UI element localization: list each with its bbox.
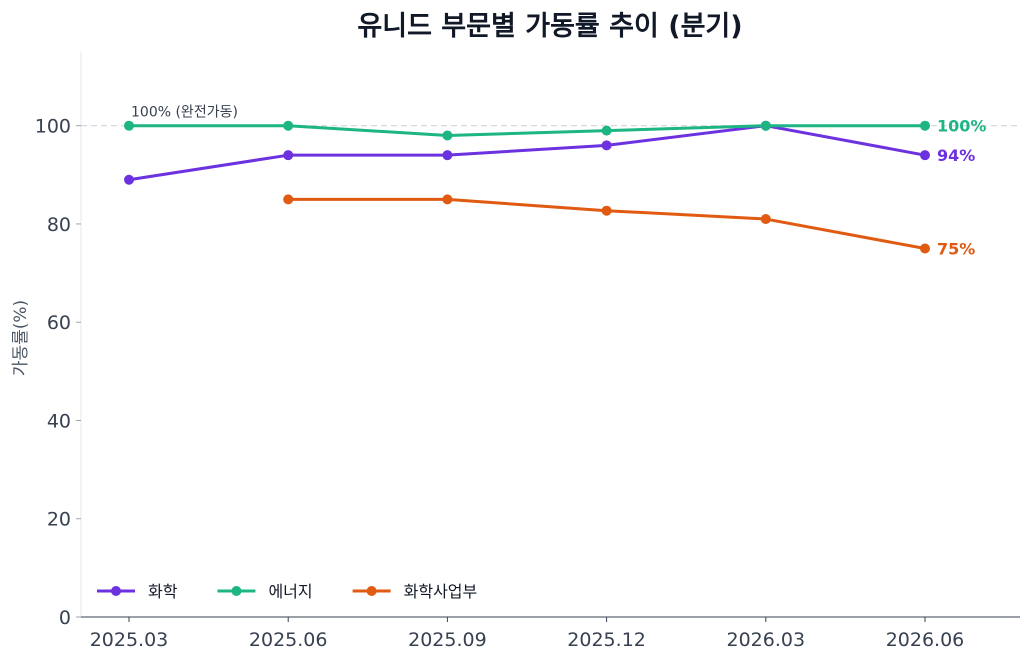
legend-item: 에너지 [217,582,313,601]
reference-line-label: 100% (완전가동) [131,105,238,121]
y-tick-label: 40 [47,410,71,432]
y-axis-ticks: 0 20 40 60 80 100 [35,116,81,629]
legend-marker [366,586,377,596]
x-tick-label: 2026.03 [727,629,806,651]
x-tick-label: 2025.03 [90,629,169,651]
legend-marker [231,586,242,596]
legend-label: 화학사업부 [404,582,478,601]
y-tick-label: 100 [35,116,71,138]
y-tick-label: 20 [47,509,71,531]
series-point [601,205,612,216]
y-tick-label: 60 [47,312,71,334]
chart-title: 유니드 부문별 가동률 추이 (분기) [357,11,742,42]
series-point [920,243,930,254]
series-point [920,150,930,161]
series-end-label: 75% [937,240,975,259]
series-point [124,174,134,185]
series-end-label: 100% [937,117,986,136]
series-point [442,194,453,205]
series-point [760,120,771,131]
series-end-label: 94% [937,146,975,165]
x-axis-ticks: 2025.03 2025.06 2025.09 2025.12 2026.03 2026.… [90,617,965,651]
series-layer: 94% 100% 75% [124,117,986,259]
series-point [601,125,612,136]
series-point [283,150,294,161]
x-tick-label: 2025.12 [567,629,646,651]
legend-label: 화학 [148,582,178,601]
series-point [283,120,294,131]
series-line [127,124,927,138]
y-axis-label: 가동률(%) [11,300,31,376]
legend-label: 에너지 [268,582,312,601]
legend-marker [111,586,121,596]
series-point [442,130,453,141]
legend: 화학 에너지 화학사업부 [97,582,477,601]
x-tick-label: 2025.09 [408,629,487,651]
series-point [442,150,453,161]
series-line [127,124,927,182]
series-point [760,214,771,225]
series-point [283,194,294,205]
legend-item: 화학 [97,582,178,601]
x-tick-label: 2025.06 [249,629,328,651]
reference-line-layer: 100% (완전가동) [81,105,1020,127]
series-point [920,120,930,131]
x-tick-label: 2026.06 [886,629,965,651]
y-tick-label: 0 [59,607,71,629]
series-point [601,140,612,151]
series-point [124,120,134,131]
y-tick-label: 80 [47,214,71,236]
legend-item: 화학사업부 [352,582,478,601]
